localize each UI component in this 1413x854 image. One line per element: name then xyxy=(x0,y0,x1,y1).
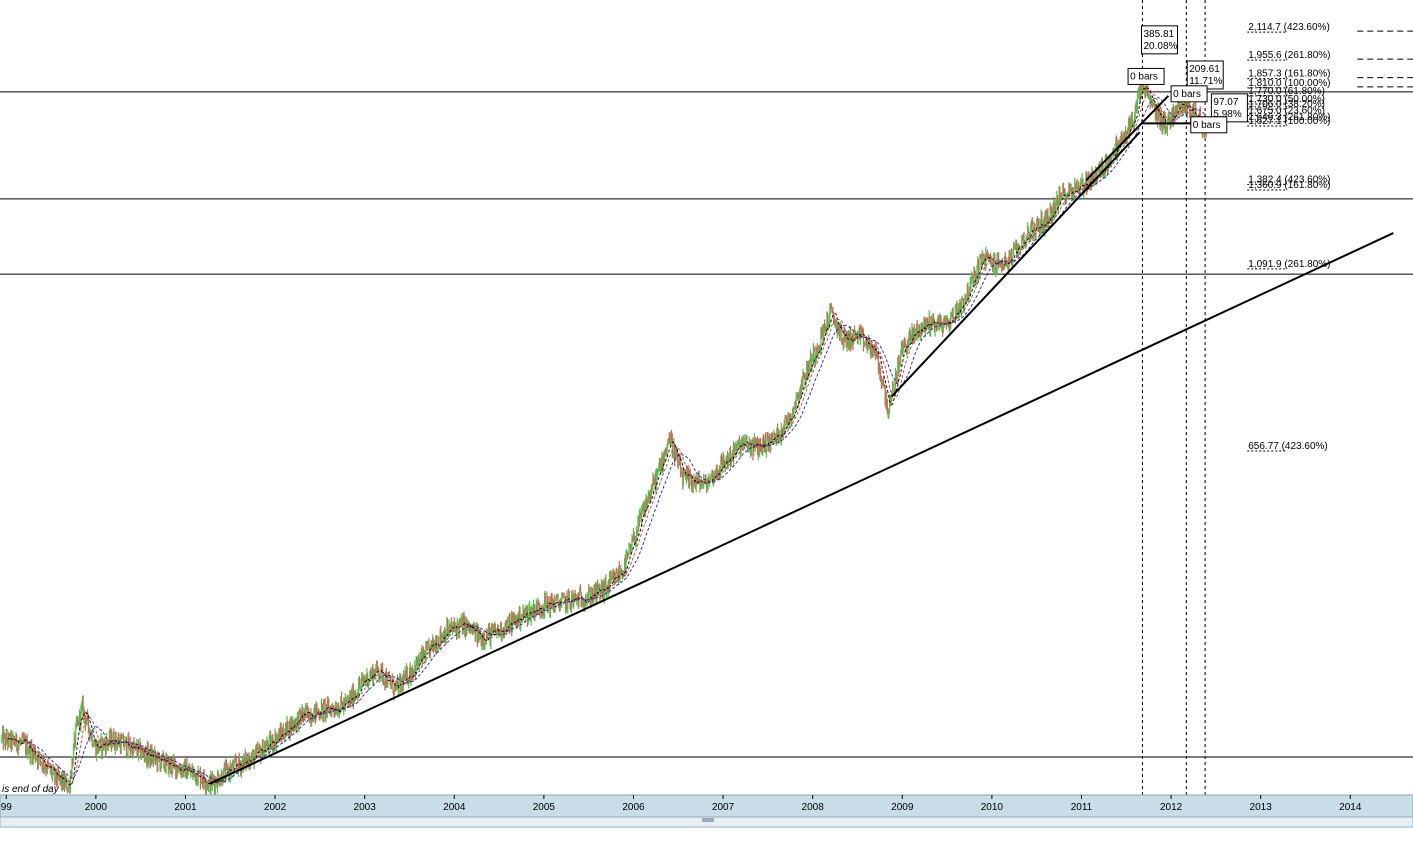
x-tick-label-2002: 2002 xyxy=(264,802,287,813)
x-tick-label-2012: 2012 xyxy=(1160,802,1183,813)
measure-box-text: 385.81 xyxy=(1144,29,1175,40)
measure-box-text: 5.98% xyxy=(1213,109,1241,120)
fib-level-label-10: 1,382.4 (423.60%) xyxy=(1248,174,1330,185)
measure-box-text: 11.71% xyxy=(1189,76,1222,87)
x-tick-label-2001: 2001 xyxy=(174,802,197,813)
fib-level-label-12: 1,091.9 (261.80%) xyxy=(1248,259,1330,270)
x-tick-label-2004: 2004 xyxy=(443,802,466,813)
x-tick-label-2011: 2011 xyxy=(1071,802,1093,813)
x-tick-label-2008: 2008 xyxy=(802,802,825,813)
fib-level-label-6: 1,706.0 (38.20%) xyxy=(1248,99,1325,110)
fib-level-label-8: 1,646.3 (261.80%) xyxy=(1248,112,1330,123)
measure-box-3[interactable]: 0 bars xyxy=(1170,85,1208,103)
x-tick-label-2009: 2009 xyxy=(891,802,914,813)
trendline-2[interactable] xyxy=(1085,95,1170,182)
x-tick-label-2006: 2006 xyxy=(622,802,645,813)
fib-level-label-5: 1,730.0 (50.00%) xyxy=(1248,94,1325,105)
fib-level-label-7: 1,675.0 (23.60%) xyxy=(1248,106,1325,117)
measure-box-frame xyxy=(1141,25,1179,55)
measure-box-frame xyxy=(1127,67,1165,85)
trendlines xyxy=(209,95,1394,785)
fib-level-label-0: 2,114.7 (423.60%) xyxy=(1248,22,1330,33)
fib-level-label-4: 1,770.0 (61.80%) xyxy=(1248,86,1325,97)
fib-level-label-13: 656.77 (423.60%) xyxy=(1248,441,1328,452)
fib-level-label-3: 1,810.0 (100.00%) xyxy=(1248,78,1330,89)
x-tick-label-2005: 2005 xyxy=(533,802,556,813)
time-axis-band xyxy=(0,794,1413,818)
fib-level-label-9: 1,627.1 (100.00%) xyxy=(1248,116,1330,127)
x-tick-label-2010: 2010 xyxy=(981,802,1004,813)
fibonacci-levels: 2,114.7 (423.60%) 1,955.6 (261.80%) 1,857.… xyxy=(1247,22,1413,452)
moving-average-long xyxy=(24,96,1207,783)
fib-level-label-11: 1,360.9 (161.80%) xyxy=(1248,180,1330,191)
trendline-0[interactable] xyxy=(209,232,1394,785)
measure-box-text: 0 bars xyxy=(1193,120,1221,131)
measure-box-text: 0 bars xyxy=(1130,71,1158,82)
x-tick-label-2014: 2014 xyxy=(1339,802,1362,813)
measure-box-frame xyxy=(1170,85,1208,103)
fib-level-label-2: 1,857.3 (161.80%) xyxy=(1248,69,1330,80)
time-axis[interactable]: 99 2000 2001 2002 2003 2004 2005 2006 2007 2008 20… xyxy=(0,794,1413,828)
x-tick-label-2013: 2013 xyxy=(1250,802,1273,813)
x-tick-label-2007: 2007 xyxy=(712,802,735,813)
measure-box-text: 20.08% xyxy=(1144,41,1178,52)
fib-level-label-1: 1,955.6 (261.80%) xyxy=(1248,50,1330,61)
x-tick-label-99: 99 xyxy=(1,802,13,813)
measure-box-text: 0 bars xyxy=(1173,89,1201,100)
measure-box-2[interactable]: 0 bars xyxy=(1127,67,1165,85)
x-tick-label-2000: 2000 xyxy=(85,802,108,813)
measure-box-frame xyxy=(1190,116,1228,134)
measure-box-text: 97.07 xyxy=(1213,97,1238,108)
x-tick-label-2003: 2003 xyxy=(354,802,377,813)
footer-note: is end of day xyxy=(2,784,60,795)
measure-box-text: 209.61 xyxy=(1189,64,1220,75)
measure-box-5[interactable]: 0 bars xyxy=(1190,116,1228,134)
trendline-1[interactable] xyxy=(890,131,1141,398)
measure-box-frame xyxy=(1186,60,1224,90)
scrollbar-grip[interactable] xyxy=(702,818,714,822)
price-bars xyxy=(1,75,1207,798)
